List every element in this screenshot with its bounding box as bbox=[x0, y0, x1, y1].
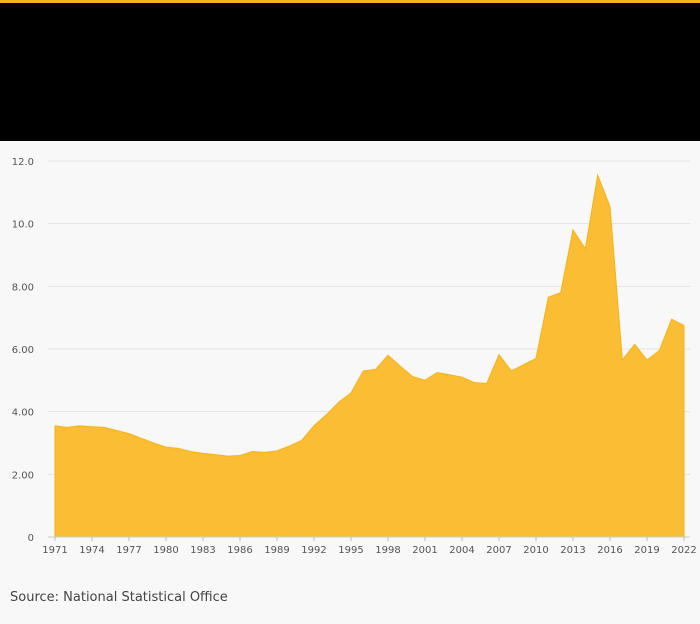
area-fill bbox=[54, 173, 685, 538]
header-band bbox=[0, 3, 700, 141]
y-tick-label: 4.00 bbox=[12, 408, 34, 419]
x-axis-ticks: 1971 1974 1977 1980 1983 1986 1989 1992 1995 1998… bbox=[42, 536, 697, 556]
y-tick-label: 6.00 bbox=[12, 345, 34, 356]
x-tick-label: 1974 bbox=[79, 545, 104, 556]
y-tick-label: 12.0 bbox=[12, 157, 34, 168]
y-tick-label: 10.0 bbox=[12, 220, 34, 231]
x-tick-label: 2016 bbox=[597, 545, 622, 556]
x-tick-label: 2010 bbox=[523, 545, 548, 556]
x-tick-label: 1992 bbox=[301, 545, 326, 556]
source-note: Source: National Statistical Office bbox=[10, 590, 228, 605]
area-series bbox=[54, 173, 685, 538]
x-tick-label: 2022 bbox=[671, 545, 696, 556]
x-tick-label: 1998 bbox=[375, 545, 400, 556]
x-tick-label: 1989 bbox=[264, 545, 289, 556]
x-tick-label: 2013 bbox=[560, 545, 585, 556]
x-tick-label: 1983 bbox=[190, 545, 215, 556]
x-tick-label: 2001 bbox=[412, 545, 437, 556]
x-tick-label: 1995 bbox=[338, 545, 363, 556]
x-tick-label: 1977 bbox=[116, 545, 141, 556]
chart: 0 2.00 4.00 6.00 8.00 10.0 12.0 1971 1974 1977 19… bbox=[0, 141, 700, 581]
x-tick-label: 2019 bbox=[634, 545, 659, 556]
y-axis-ticks: 0 2.00 4.00 6.00 8.00 10.0 12.0 bbox=[12, 157, 34, 544]
y-tick-label: 2.00 bbox=[12, 470, 34, 481]
x-tick-label: 1986 bbox=[227, 545, 252, 556]
y-tick-label: 0 bbox=[28, 533, 34, 544]
x-tick-label: 1971 bbox=[42, 545, 67, 556]
x-tick-label: 1980 bbox=[153, 545, 178, 556]
y-tick-label: 8.00 bbox=[12, 282, 34, 293]
x-tick-label: 2007 bbox=[486, 545, 511, 556]
accent-top-rule bbox=[0, 0, 700, 3]
x-tick-label: 2004 bbox=[449, 545, 474, 556]
